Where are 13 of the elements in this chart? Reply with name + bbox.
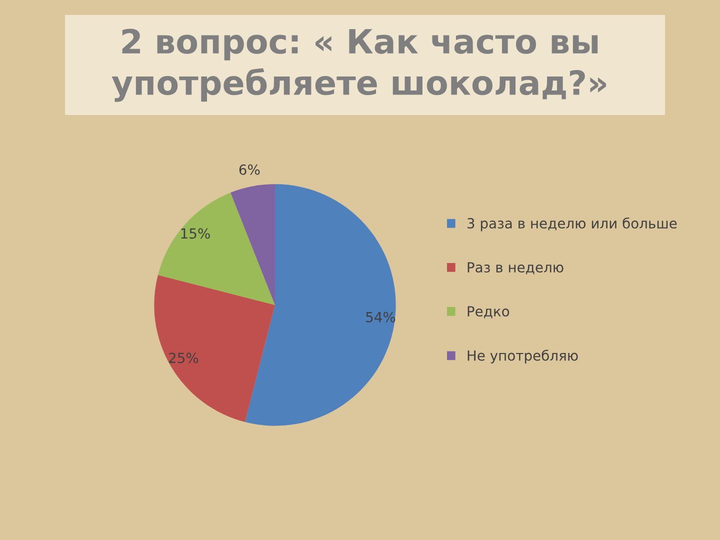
pie-slice [154, 274, 275, 422]
data-label: 15% [181, 228, 210, 239]
data-label: 6% [239, 164, 260, 175]
legend-label: Раз в неделю [468, 262, 564, 274]
pie-slice [230, 184, 275, 305]
legend-label: 3 раза в неделю или больше [468, 218, 677, 232]
pie-slice [244, 184, 396, 426]
pie-slice [158, 192, 275, 305]
legend-label: Не употребляю [468, 350, 578, 364]
chart-title: 2 вопрос: « Как часто вы употребляете шоколад?» [112, 28, 606, 102]
legend-label: Редко [468, 306, 510, 318]
data-label: 25% [169, 352, 198, 364]
data-label: 54% [366, 312, 396, 322]
